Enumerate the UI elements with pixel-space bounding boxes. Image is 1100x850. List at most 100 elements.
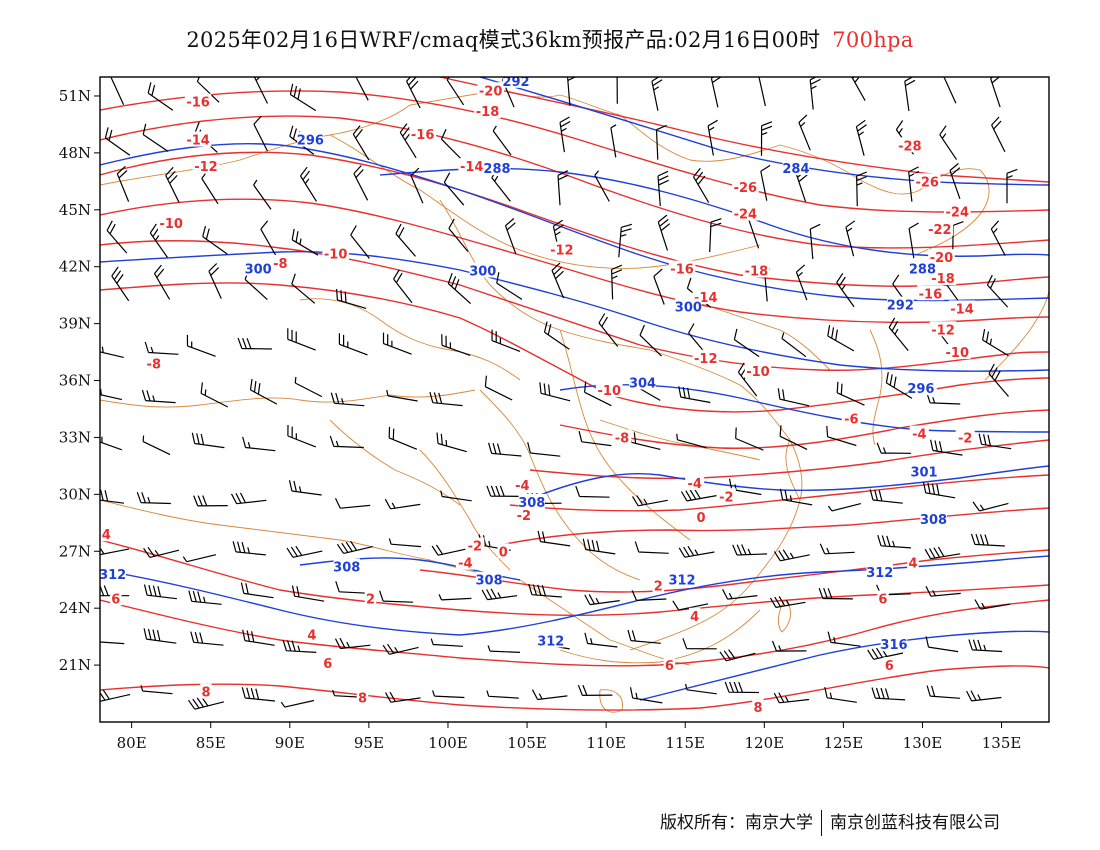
y-tick-label: 24N xyxy=(59,599,91,617)
height-296 xyxy=(100,143,1049,302)
wind-barb xyxy=(769,596,806,608)
wind-barb xyxy=(678,386,711,404)
geopotential-label-bg xyxy=(629,374,656,390)
wind-barb xyxy=(242,629,275,646)
temperature-label: 0 xyxy=(499,545,508,560)
wind-barb xyxy=(577,684,613,696)
temperature-label: 2 xyxy=(366,593,375,608)
temperature-label: -26 xyxy=(915,175,939,190)
wind-barb xyxy=(827,631,861,647)
province-g xyxy=(419,449,511,571)
temperature-label-bg xyxy=(322,245,349,261)
temperature-label: -10 xyxy=(746,365,770,380)
temperature-label: 4 xyxy=(690,610,699,625)
wind-barb xyxy=(982,328,1009,357)
wind-barb xyxy=(253,77,269,104)
province-c xyxy=(559,329,691,541)
temperature-label: -8 xyxy=(615,431,629,446)
geopotential-label-bg xyxy=(483,160,511,176)
wind-barb xyxy=(651,77,663,111)
temperature-label: 8 xyxy=(358,691,367,706)
temperature-label-bg xyxy=(928,249,955,265)
temperature-label-bg xyxy=(270,254,290,270)
wind-barb xyxy=(709,218,722,253)
wind-barb xyxy=(818,587,853,600)
wind-barb xyxy=(196,77,220,103)
temperature-label-bg xyxy=(955,429,975,445)
wind-barb xyxy=(188,696,225,710)
wind-barb xyxy=(856,171,868,207)
temperature-label: -18 xyxy=(745,265,769,280)
wind-barb xyxy=(925,636,959,653)
wind-barb xyxy=(100,641,125,645)
geopotential-label-bg xyxy=(909,260,936,276)
wind-barb xyxy=(448,218,469,252)
wind-barb xyxy=(722,589,758,600)
x-tick-label: 110E xyxy=(586,734,626,752)
wind-barb xyxy=(110,77,125,106)
temperature-label-bg xyxy=(184,93,212,109)
wind-barb xyxy=(594,170,610,202)
wind-barb xyxy=(106,220,128,254)
wind-barb xyxy=(386,389,418,402)
province-b xyxy=(439,199,651,351)
wind-barb xyxy=(972,501,1009,512)
wind-barb xyxy=(826,425,857,447)
wind-barb xyxy=(728,478,762,496)
y-tick-label: 42N xyxy=(59,258,91,276)
wind-barb xyxy=(186,334,216,357)
geopotential-label-bg xyxy=(668,571,696,587)
temperature-label: -24 xyxy=(946,206,970,221)
temperature-label-bg xyxy=(917,285,944,301)
geopotential-label-bg xyxy=(537,632,565,648)
geopotential-label-bg xyxy=(469,262,497,278)
isotherm-6 xyxy=(559,409,1049,449)
wind-barb xyxy=(384,498,421,510)
wind-barb xyxy=(406,77,421,109)
title-main: 2025年02月16日WRF/cmaq模式36km预报产品:02月16日00时 xyxy=(186,28,821,52)
wind-barb xyxy=(719,649,756,662)
temperature-label-bg xyxy=(913,173,941,189)
wind-barb xyxy=(202,225,228,255)
wind-barb xyxy=(578,430,612,447)
pressure-level: 700hpa xyxy=(832,28,914,52)
wind-barb xyxy=(551,262,565,299)
wind-barb xyxy=(291,228,319,256)
wind-barb xyxy=(431,544,468,556)
wind-barb xyxy=(100,388,123,401)
wind-barb xyxy=(1006,168,1018,204)
temperature-label: 4 xyxy=(908,557,917,572)
wind-barb xyxy=(352,125,370,161)
wind-barb xyxy=(970,533,1005,547)
temperature-label-bg xyxy=(596,382,623,398)
wind-barb xyxy=(639,324,662,357)
wind-barb xyxy=(142,435,171,456)
temperature-label: 0 xyxy=(697,511,706,526)
temperature-label-bg xyxy=(157,215,185,231)
wind-barb xyxy=(237,337,272,350)
temperature-label: -18 xyxy=(476,105,500,120)
isotherm-20 xyxy=(439,77,1049,183)
isotherm-14 xyxy=(100,151,1049,287)
temperature-label: -4 xyxy=(687,477,701,492)
wind-barb xyxy=(289,83,317,112)
temperature-label: -12 xyxy=(694,352,718,367)
wind-barb xyxy=(876,442,912,454)
geopotential-label: 288 xyxy=(909,263,936,278)
wind-barb xyxy=(116,165,130,202)
wind-barb xyxy=(908,222,919,259)
y-axis: 51N 48N 45N 42N 39N 36N 33N 30N 27N 24N 21N xyxy=(59,87,100,674)
temperature-isotherms xyxy=(100,77,1049,711)
temperature-label-bg xyxy=(455,554,475,570)
geopotential-label: 300 xyxy=(245,263,272,278)
geopotential-label-bg xyxy=(333,558,360,574)
y-tick-label: 27N xyxy=(59,542,91,560)
wind-barb xyxy=(779,488,813,506)
wind-barb xyxy=(968,639,1003,653)
geopotential-label: 284 xyxy=(782,162,809,177)
geopotential-label: 316 xyxy=(880,638,907,653)
temperature-label: -2 xyxy=(719,490,733,505)
wind-barb xyxy=(528,583,562,598)
province-a xyxy=(299,298,521,381)
temperature-label: 6 xyxy=(111,593,120,608)
